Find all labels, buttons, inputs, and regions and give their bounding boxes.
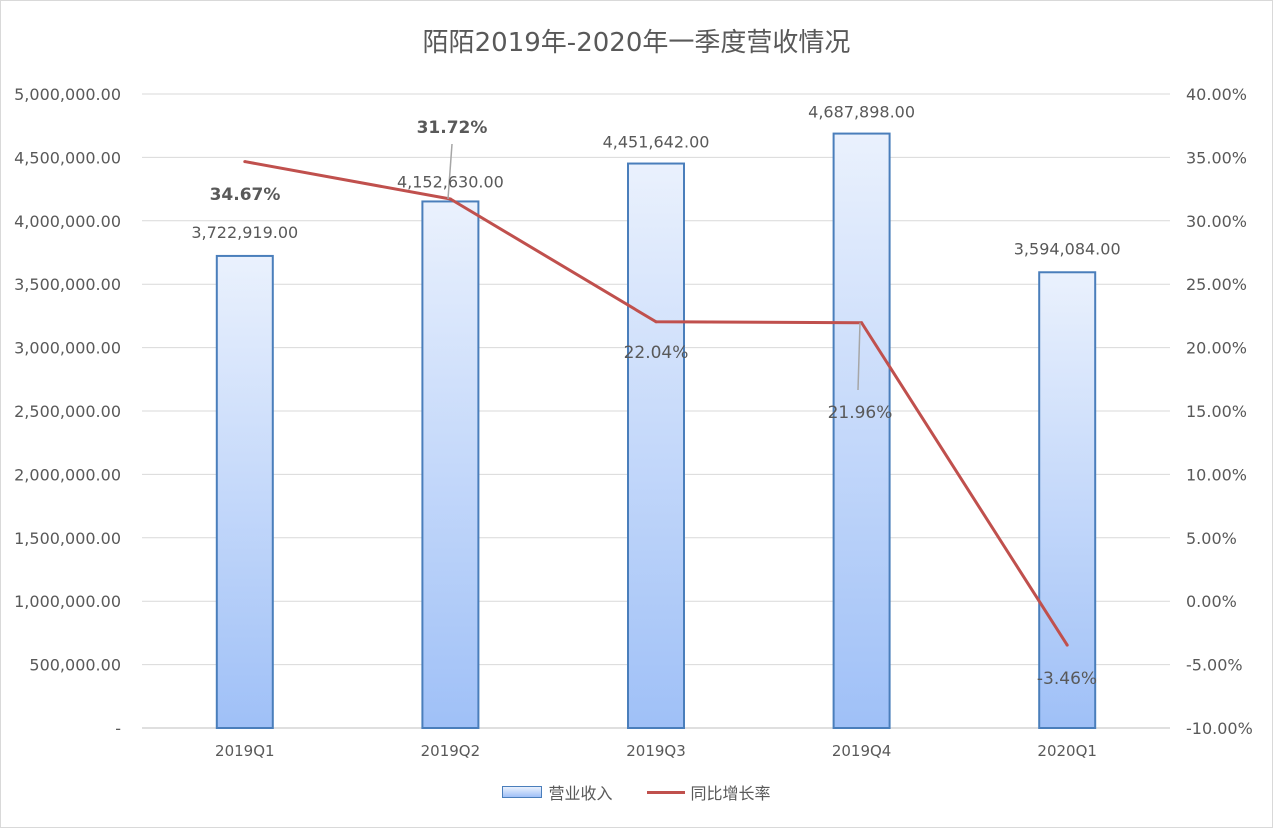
legend-item-revenue: 营业收入 [502, 780, 613, 804]
right-tick-label: 30.00% [1186, 212, 1247, 231]
chart-legend: 营业收入 同比增长率 [0, 780, 1273, 804]
bar-value-label: 4,152,630.00 [397, 172, 504, 191]
x-tick-label: 2019Q4 [832, 742, 892, 760]
leader-line [857, 322, 861, 391]
right-tick-label: 20.00% [1186, 339, 1247, 358]
legend-swatch-bar [502, 786, 543, 798]
left-tick-label: 500,000.00 [29, 656, 121, 675]
bar [627, 162, 685, 729]
bar-value-label: 3,594,084.00 [1014, 239, 1121, 258]
legend-label-growth: 同比增长率 [690, 784, 771, 803]
growth-point [1065, 643, 1069, 647]
bar-value-label: 4,451,642.00 [603, 133, 710, 152]
bar [215, 254, 274, 729]
right-tick-label: 15.00% [1186, 402, 1247, 421]
bar [421, 200, 480, 729]
growth-point [243, 160, 247, 164]
x-tick-label: 2019Q1 [215, 742, 275, 760]
left-tick-label: 2,500,000.00 [14, 402, 121, 421]
x-tick-label: 2019Q2 [421, 742, 481, 760]
left-tick-label: 4,500,000.00 [14, 148, 121, 167]
growth-point [860, 321, 864, 325]
right-tick-label: -10.00% [1186, 719, 1253, 738]
bar-value-label: 4,687,898.00 [808, 103, 915, 122]
chart-title: 陌陌2019年-2020年一季度营收情况 [422, 28, 851, 58]
right-tick-label: -5.00% [1186, 656, 1243, 675]
left-tick-label: - [115, 719, 121, 738]
x-tick-label: 2020Q1 [1037, 742, 1097, 760]
growth-value-label: 31.72% [417, 118, 488, 138]
legend-label-revenue: 营业收入 [548, 784, 613, 803]
x-tick-label: 2019Q3 [626, 742, 686, 760]
right-tick-label: 5.00% [1186, 529, 1237, 548]
growth-value-label: 21.96% [828, 403, 893, 423]
left-tick-label: 1,500,000.00 [14, 529, 121, 548]
growth-point [654, 320, 658, 324]
left-tick-label: 2,000,000.00 [14, 465, 121, 484]
left-tick-label: 5,000,000.00 [14, 85, 121, 104]
growth-point [448, 197, 452, 201]
growth-value-label: 22.04% [624, 343, 689, 363]
legend-item-growth: 同比增长率 [646, 780, 771, 804]
right-tick-label: 40.00% [1186, 85, 1247, 104]
legend-swatch-line [646, 790, 685, 794]
right-tick-label: 10.00% [1186, 465, 1247, 484]
right-tick-label: 25.00% [1186, 275, 1247, 294]
bar [832, 132, 891, 730]
left-tick-label: 1,000,000.00 [14, 592, 121, 611]
bar [1038, 271, 1097, 729]
left-tick-label: 4,000,000.00 [14, 212, 121, 231]
leader-line [447, 143, 453, 200]
bar-value-label: 3,722,919.00 [191, 223, 298, 242]
growth-value-label: 34.67% [210, 185, 281, 205]
left-tick-label: 3,000,000.00 [14, 339, 121, 358]
right-tick-label: 35.00% [1186, 148, 1247, 167]
left-tick-label: 3,500,000.00 [14, 275, 121, 294]
right-tick-label: 0.00% [1186, 592, 1237, 611]
growth-value-label: -3.46% [1037, 669, 1097, 689]
